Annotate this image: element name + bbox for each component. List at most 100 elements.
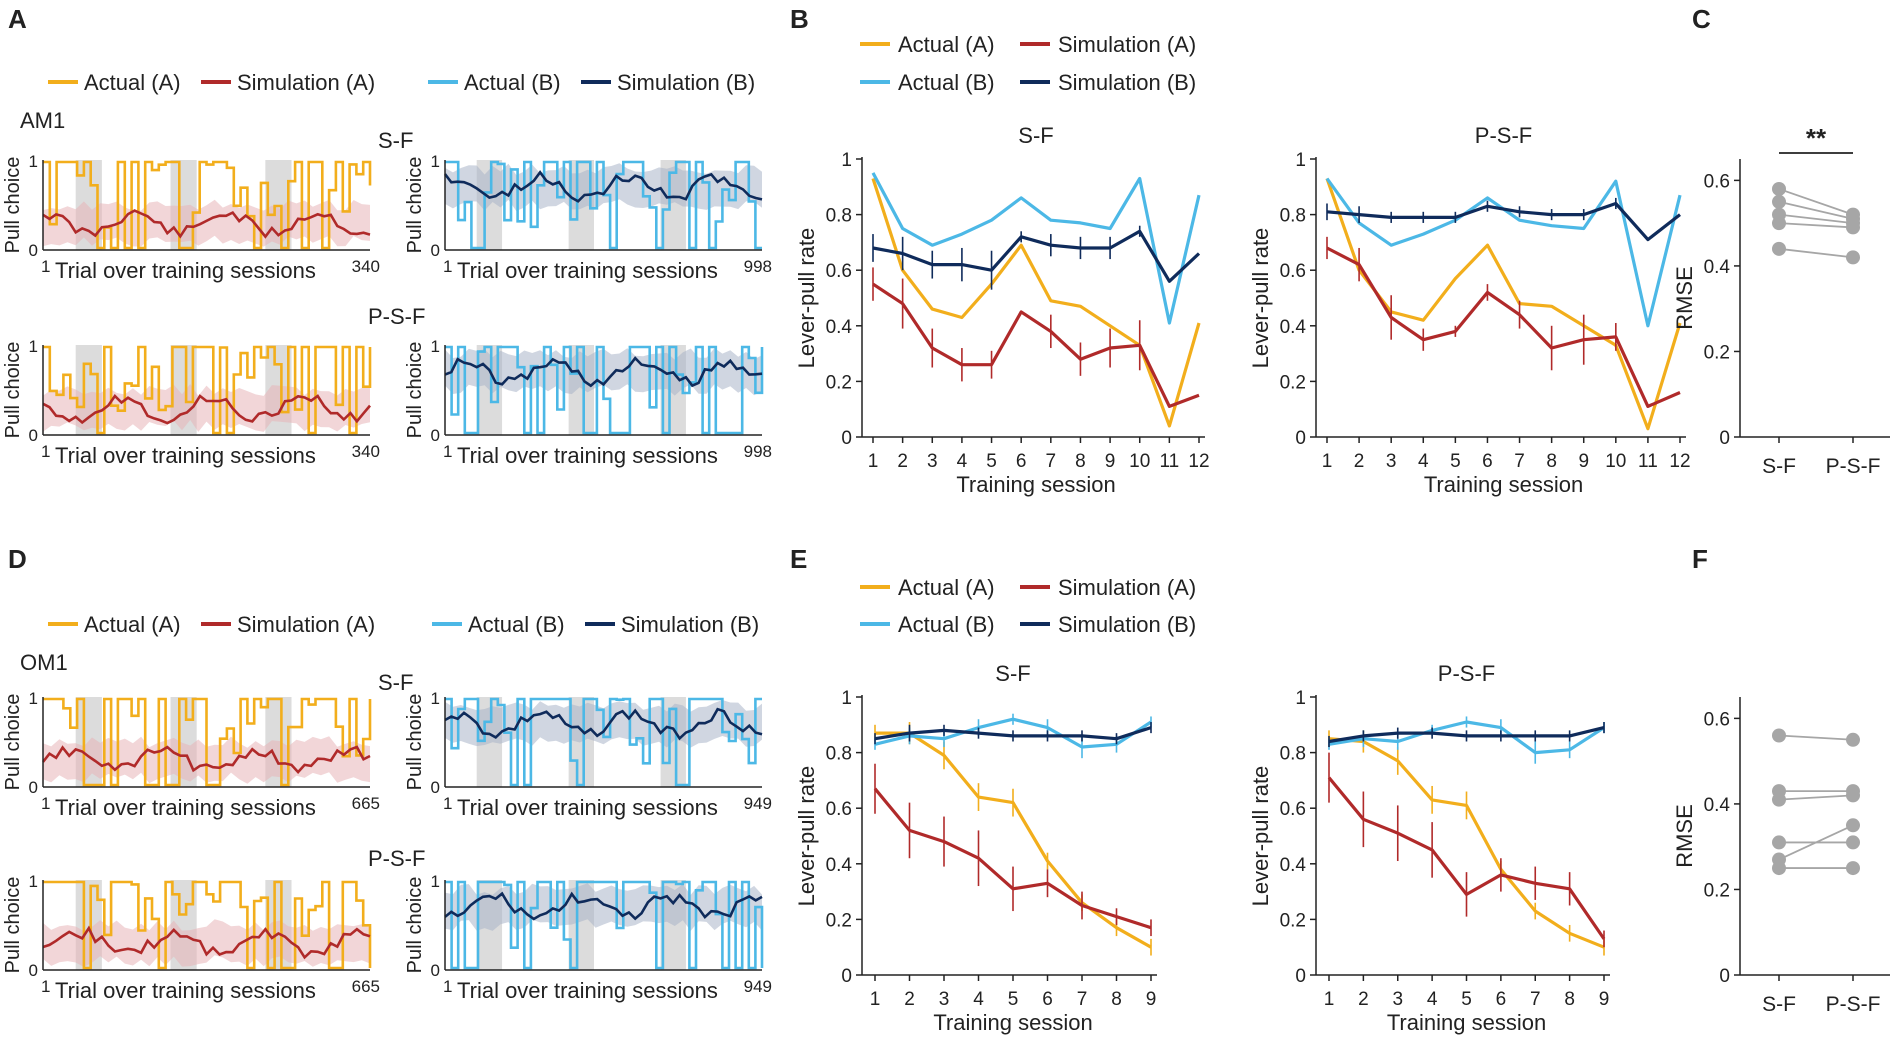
x-tick-label: 10	[1605, 451, 1626, 472]
x-tick-label: 1	[41, 794, 50, 813]
y-tick-label: 1	[431, 337, 440, 356]
x-axis-label: Trial over training sessions	[55, 978, 316, 1003]
legend-actual-b: Actual (B)	[898, 612, 995, 637]
chart-title: S-F	[1018, 123, 1053, 148]
x-tick-label: 2	[1354, 451, 1365, 472]
y-axis-label: RMSE	[1672, 804, 1697, 868]
y-tick-label: 0.2	[826, 910, 852, 931]
actual-trace	[43, 160, 372, 250]
x-tick-label: 4	[973, 989, 984, 1010]
trace-label-sf-bottom: S-F	[378, 670, 413, 695]
x-tick-label: 3	[1386, 451, 1397, 472]
legend-sim-b: Simulation (B)	[617, 70, 755, 95]
y-tick-label: 0	[29, 778, 38, 797]
x-tick-label: 1	[868, 451, 879, 472]
actual-trace	[445, 345, 764, 435]
y-tick-label: 1	[841, 150, 852, 171]
x-axis-label: Trial over training sessions	[457, 978, 718, 1003]
x-axis-label: Training session	[956, 472, 1115, 497]
pair-line	[1778, 247, 1854, 259]
legend-a: Actual (A) Simulation (A) Actual (B) Sim…	[48, 70, 755, 95]
y-tick-label: 0	[29, 961, 38, 980]
x-tick-label: 949	[744, 794, 772, 813]
y-tick-label: 0	[1295, 966, 1306, 987]
y-tick-label: 0.4	[1704, 257, 1731, 278]
y-tick-label: 1	[1295, 150, 1306, 171]
x-tick-label: 6	[1016, 451, 1027, 472]
panel-label-b: B	[790, 4, 809, 34]
series-line	[1328, 720, 1605, 755]
chart-title: P-S-F	[1475, 123, 1532, 148]
simulation-trace	[444, 891, 763, 921]
x-tick-label: 9	[1146, 989, 1157, 1010]
y-tick-label: 1	[29, 689, 38, 708]
legend-actual-b: Actual (B)	[898, 70, 995, 95]
trace-label-psf-bottom: P-S-F	[368, 846, 425, 871]
actual-trace	[445, 160, 762, 250]
y-axis-label: Lever-pull rate	[1248, 228, 1273, 369]
x-tick-label: 1	[41, 442, 50, 461]
actual-trace	[43, 880, 372, 970]
y-tick-label: 0.4	[826, 317, 853, 338]
panel-label-a: A	[8, 4, 27, 34]
pair-line	[1778, 794, 1854, 801]
x-tick-label: 340	[352, 257, 380, 276]
y-tick-label: 0.6	[1280, 799, 1306, 820]
data-point	[1772, 181, 1786, 196]
legend-actual-a: Actual (A)	[84, 612, 181, 637]
x-axis-label: Training session	[933, 1010, 1092, 1035]
x-axis-label: Training session	[1387, 1010, 1546, 1035]
trace-label-sf-top: S-F	[378, 128, 413, 153]
actual-trace	[445, 697, 762, 787]
x-axis-label: Training session	[1424, 472, 1583, 497]
legend-actual-a: Actual (A)	[898, 575, 995, 600]
data-point	[1846, 788, 1860, 803]
y-tick-label: 0.4	[1280, 317, 1307, 338]
y-tick-label: 0.8	[1280, 744, 1306, 765]
simulation-trace	[41, 745, 371, 775]
x-tick-label: P-S-F	[1826, 993, 1881, 1016]
y-tick-label: 0.4	[826, 855, 853, 876]
actual-trace	[43, 697, 372, 787]
y-tick-label: 1	[29, 152, 38, 171]
simulation-trace	[42, 393, 371, 425]
y-axis-label: Lever-pull rate	[794, 766, 819, 907]
pair-line	[1778, 200, 1854, 220]
panel-label-f: F	[1692, 544, 1708, 574]
legend-b: Actual (A) Simulation (A) Actual (B) Sim…	[860, 32, 1196, 95]
x-tick-label: 9	[1599, 989, 1610, 1010]
trace-panel	[42, 345, 372, 436]
legend-sim-a: Simulation (A)	[1058, 575, 1196, 600]
data-point	[1846, 220, 1860, 235]
x-tick-label: P-S-F	[1826, 455, 1881, 478]
series-line	[1328, 726, 1605, 744]
x-tick-label: 3	[927, 451, 938, 472]
x-tick-label: 2	[904, 989, 915, 1010]
x-tick-label: 949	[744, 977, 772, 996]
y-tick-label: 1	[29, 337, 38, 356]
x-tick-label: 2	[1358, 989, 1369, 1010]
y-axis-label: Pull choice	[404, 342, 426, 439]
y-tick-label: 0	[1295, 428, 1306, 449]
data-point	[1772, 792, 1786, 807]
trace-label-psf-top: P-S-F	[368, 304, 425, 329]
x-tick-label: 1	[1322, 451, 1333, 472]
legend-sim-b: Simulation (B)	[1058, 70, 1196, 95]
x-tick-label: 998	[744, 257, 772, 276]
x-tick-label: 4	[1418, 451, 1429, 472]
x-tick-label: 3	[1392, 989, 1403, 1010]
y-axis-label: Lever-pull rate	[794, 228, 819, 369]
x-tick-label: 1	[1324, 989, 1335, 1010]
pair-line	[1778, 188, 1854, 216]
x-tick-label: 8	[1546, 451, 1557, 472]
y-tick-label: 0.2	[826, 372, 852, 393]
panel-label-d: D	[8, 544, 27, 574]
series-line	[873, 787, 1152, 930]
x-tick-label: 5	[986, 451, 997, 472]
x-tick-label: 998	[744, 442, 772, 461]
x-tick-label: 665	[352, 977, 380, 996]
y-axis-label: Pull choice	[404, 694, 426, 791]
y-tick-label: 0.8	[826, 744, 852, 765]
y-axis-label: Lever-pull rate	[1248, 766, 1273, 907]
